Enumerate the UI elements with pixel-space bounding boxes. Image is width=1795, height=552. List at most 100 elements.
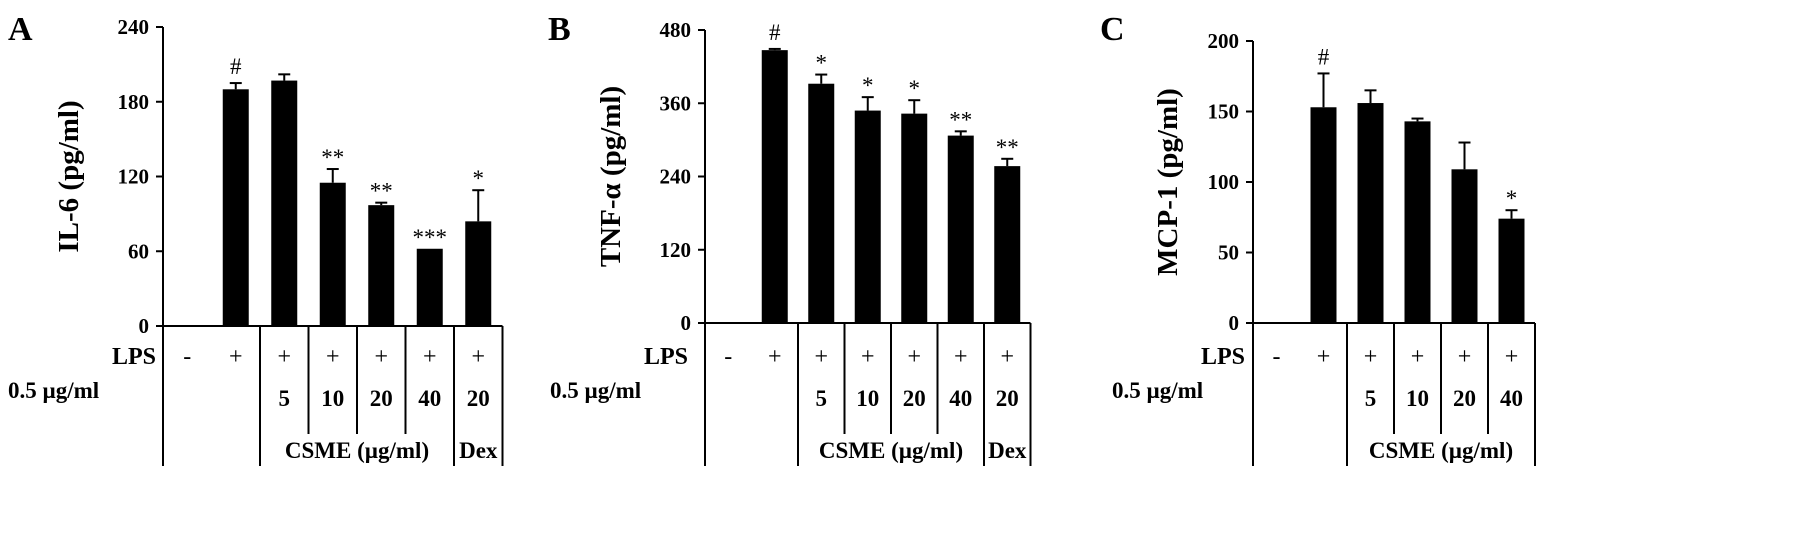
lps-concentration-label: 0.5 µg/ml [1112, 378, 1203, 403]
significance-marker: ** [321, 145, 344, 170]
dose-label: 40 [418, 386, 441, 411]
lps-sign: + [1458, 344, 1472, 370]
panel-label: B [548, 11, 571, 48]
significance-marker: # [769, 20, 781, 45]
lps-row-label: LPS [1201, 344, 1245, 370]
bar [319, 182, 346, 326]
dose-label: 20 [467, 386, 490, 411]
lps-sign: + [471, 344, 485, 370]
significance-marker: * [1506, 186, 1518, 211]
significance-marker: ** [996, 135, 1019, 160]
group-label: CSME (µg/ml) [1369, 438, 1513, 463]
lps-sign: + [423, 344, 437, 370]
bar [1357, 103, 1384, 323]
lps-sign: + [814, 344, 828, 370]
y-tick-label: 0 [1229, 311, 1240, 335]
bar [1310, 107, 1337, 324]
dose-label: 10 [321, 386, 344, 411]
y-axis-label: TNF-α (pg/ml) [595, 86, 627, 267]
bar [994, 166, 1021, 323]
bar [465, 221, 492, 326]
panel-c: C MCP-1 (pg/ml) 0 50 100 150 200 # * LPS 0.5 µg/ml… [1100, 11, 1536, 466]
y-tick-label: 360 [660, 91, 692, 115]
y-tick-label: 480 [660, 18, 692, 42]
bar [854, 110, 881, 323]
y-tick-label: 50 [1218, 241, 1239, 265]
panel-label: C [1100, 11, 1125, 48]
significance-marker: # [230, 54, 242, 79]
significance-marker: # [1318, 44, 1330, 69]
lps-sign: + [1317, 344, 1331, 370]
dose-label: 40 [1500, 386, 1523, 411]
panel-label: A [8, 11, 33, 48]
lps-sign: + [954, 344, 968, 370]
dose-label: 20 [370, 386, 393, 411]
y-tick-label: 240 [118, 15, 150, 39]
y-tick-label: 180 [118, 90, 150, 114]
dose-label: 20 [996, 386, 1019, 411]
bar [901, 113, 928, 324]
dose-label: 20 [1453, 386, 1476, 411]
bar [761, 50, 788, 324]
lps-sign: + [1000, 344, 1014, 370]
panel-a: AIL-6 (pg/ml)060120180240#********LPS0.5… [8, 11, 504, 466]
bar [1404, 121, 1431, 324]
lps-sign: + [374, 344, 388, 370]
y-axis-label: MCP-1 (pg/ml) [1152, 88, 1184, 276]
group-label: Dex [459, 438, 498, 463]
bar [368, 205, 395, 326]
significance-marker: * [473, 166, 485, 191]
lps-sign: + [277, 344, 291, 370]
group-label: CSME (µg/ml) [819, 438, 963, 463]
dose-label: 10 [1406, 386, 1429, 411]
significance-marker: ** [370, 179, 393, 204]
significance-marker: * [816, 51, 828, 76]
lps-sign: + [1411, 344, 1425, 370]
y-axis-label: IL-6 (pg/ml) [53, 100, 85, 252]
dose-label: 5 [1365, 386, 1377, 411]
lps-sign: + [861, 344, 875, 370]
lps-sign: + [1364, 344, 1378, 370]
dose-label: 5 [279, 386, 291, 411]
y-tick-label: 240 [660, 165, 692, 189]
dose-label: 40 [949, 386, 972, 411]
bar [1498, 218, 1525, 323]
lps-row-label: LPS [112, 344, 156, 370]
lps-concentration-label: 0.5 µg/ml [8, 378, 99, 403]
y-tick-label: 120 [118, 165, 150, 189]
bar [271, 80, 298, 326]
y-tick-label: 100 [1208, 170, 1240, 194]
y-tick-label: 200 [1208, 29, 1240, 53]
lps-concentration-label: 0.5 µg/ml [550, 378, 641, 403]
dose-label: 20 [903, 386, 926, 411]
y-tick-label: 120 [660, 238, 692, 262]
lps-sign: + [768, 344, 782, 370]
group-label: Dex [988, 438, 1027, 463]
y-tick-label: 0 [139, 314, 150, 338]
lps-sign: + [326, 344, 340, 370]
bar [416, 248, 443, 326]
dose-label: 5 [816, 386, 828, 411]
lps-sign: - [183, 344, 191, 370]
dose-label: 10 [856, 386, 879, 411]
lps-sign: - [724, 344, 732, 370]
y-tick-label: 150 [1208, 100, 1240, 124]
lps-sign: + [1505, 344, 1519, 370]
lps-sign: + [229, 344, 243, 370]
significance-marker: ** [949, 107, 972, 132]
bar [947, 135, 974, 323]
lps-sign: - [1273, 344, 1281, 370]
bar [1451, 169, 1478, 323]
bar [808, 83, 835, 323]
significance-marker: * [909, 76, 921, 101]
lps-row-label: LPS [644, 344, 688, 370]
y-tick-label: 0 [681, 311, 692, 335]
significance-marker: *** [413, 225, 448, 250]
bar [222, 89, 249, 327]
group-label: CSME (µg/ml) [285, 438, 429, 463]
lps-sign: + [907, 344, 921, 370]
y-tick-label: 60 [128, 239, 149, 263]
